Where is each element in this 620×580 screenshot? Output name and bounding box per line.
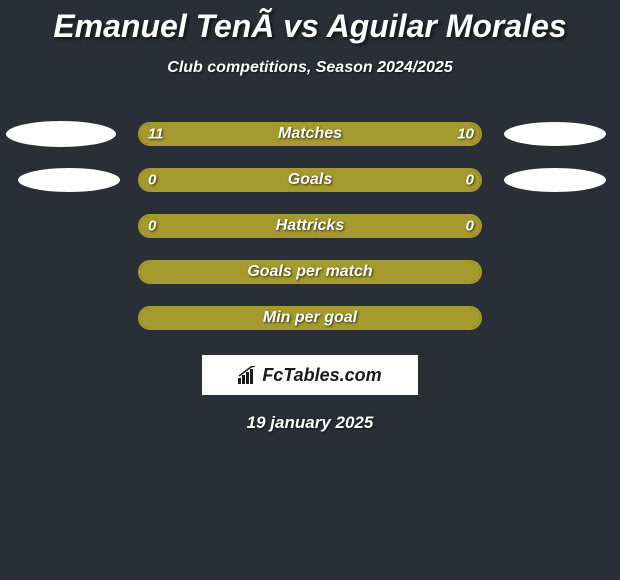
logo-text: FcTables.com (238, 365, 381, 386)
page-title: Emanuel TenÃ vs Aguilar Morales (0, 0, 620, 45)
stat-row-mpg: Min per goal (0, 295, 620, 341)
ellipse-right (504, 122, 606, 146)
metric-label: Min per goal (138, 309, 482, 327)
stat-row-matches: 11 Matches 10 (0, 111, 620, 157)
value-right: 0 (466, 172, 474, 189)
metric-label: Hattricks (138, 217, 482, 235)
metric-label: Goals (138, 171, 482, 189)
subtitle: Club competitions, Season 2024/2025 (0, 59, 620, 77)
value-right: 0 (466, 218, 474, 235)
stat-row-gpm: Goals per match (0, 249, 620, 295)
metric-label: Matches (138, 125, 482, 143)
ellipse-right (504, 168, 606, 192)
stat-row-goals: 0 Goals 0 (0, 157, 620, 203)
chart-icon (238, 366, 258, 384)
ellipse-left (6, 121, 116, 147)
ellipse-left (18, 168, 120, 192)
stat-row-hattricks: 0 Hattricks 0 (0, 203, 620, 249)
value-right: 10 (457, 126, 474, 143)
date-text: 19 january 2025 (0, 413, 620, 433)
logo-label: FcTables.com (262, 365, 381, 386)
metric-label: Goals per match (138, 263, 482, 281)
stat-rows: 11 Matches 10 0 Goals 0 0 Hattricks 0 Go… (0, 111, 620, 341)
logo-box: FcTables.com (202, 355, 418, 395)
